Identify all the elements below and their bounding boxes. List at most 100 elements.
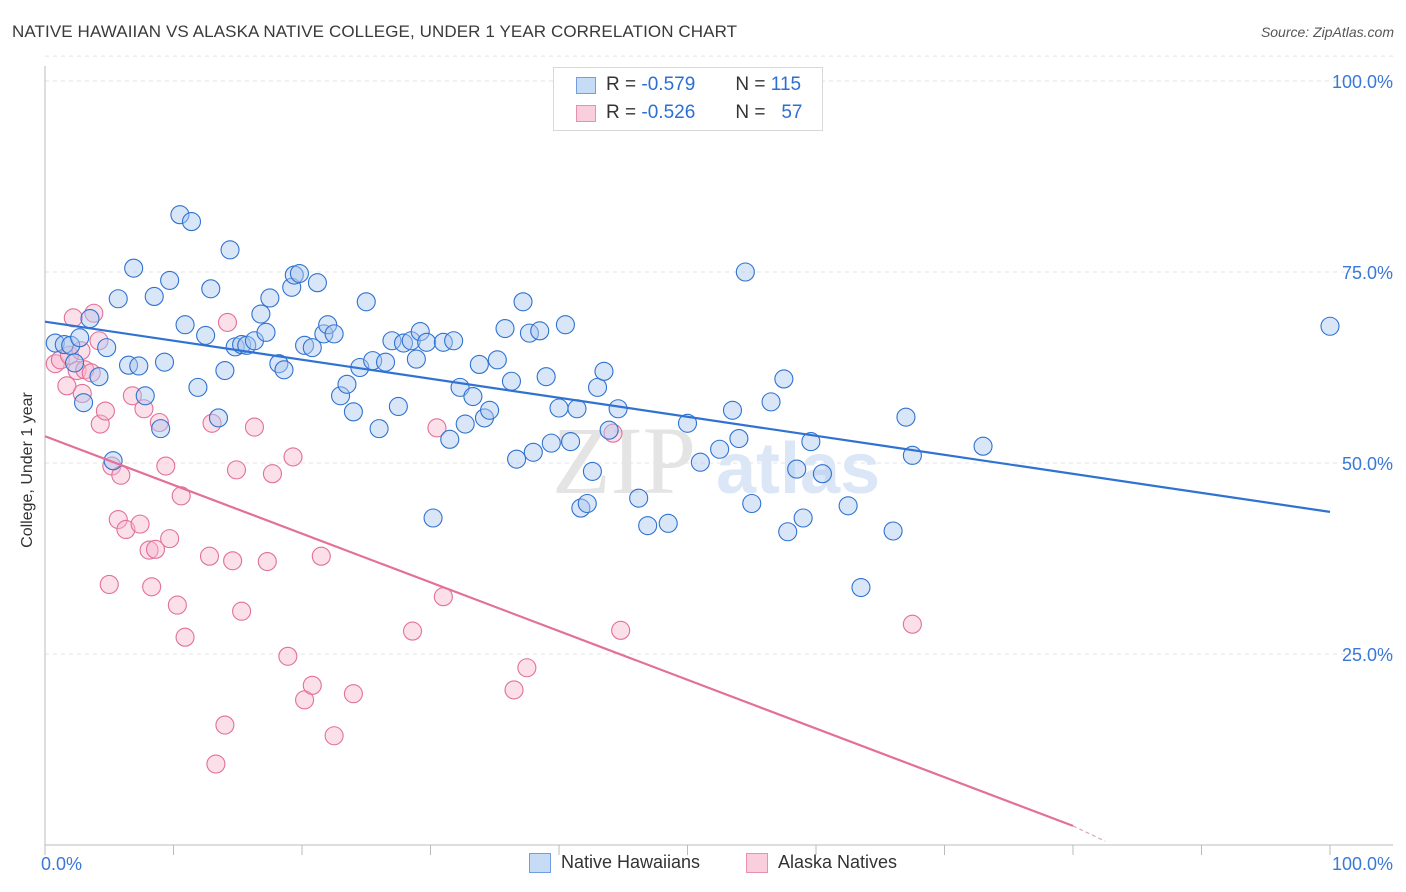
native-hawaiians-point bbox=[523, 442, 543, 462]
bottom-legend-native-hawaiians: Native Hawaiians bbox=[529, 852, 700, 873]
native-hawaiians-point bbox=[463, 386, 483, 407]
native-hawaiians-point bbox=[260, 288, 280, 308]
alaska-natives-point bbox=[156, 456, 176, 476]
native-hawaiians-point bbox=[118, 355, 139, 375]
native-hawaiians-point bbox=[337, 374, 357, 394]
native-hawaiians-point bbox=[594, 361, 614, 381]
legend-swatch-blue bbox=[576, 76, 596, 94]
alaska-natives-point bbox=[116, 519, 136, 540]
native-hawaiians-point bbox=[356, 292, 376, 312]
native-hawaiians-point bbox=[196, 325, 216, 345]
alaska-natives-points bbox=[45, 303, 922, 774]
trend-lines bbox=[44, 320, 1331, 842]
native-hawaiians-point bbox=[314, 324, 334, 344]
native-hawaiians-point bbox=[324, 324, 344, 344]
alaska-natives-point bbox=[167, 595, 187, 615]
native-hawaiians-point bbox=[181, 212, 202, 232]
alaska-natives-point bbox=[175, 627, 195, 647]
native-hawaiians-point bbox=[495, 318, 515, 339]
watermark-zip: ZIP bbox=[552, 407, 696, 514]
native-hawaiians-point bbox=[269, 354, 289, 374]
legend-n-value: 115 bbox=[770, 74, 802, 95]
native-hawaiians-point bbox=[690, 452, 710, 472]
x-tick-label: 100.0% bbox=[1332, 854, 1393, 874]
native-hawaiians-point bbox=[851, 577, 871, 598]
native-hawaiians-point bbox=[201, 279, 221, 299]
axes bbox=[44, 66, 1393, 855]
native-hawaiians-point bbox=[256, 322, 276, 342]
bottom-legend-label: Native Hawaiians bbox=[561, 852, 701, 872]
native-hawaiians-point bbox=[582, 461, 602, 481]
alaska-natives-point bbox=[343, 684, 363, 704]
native-hawaiians-point bbox=[742, 493, 762, 514]
watermark: ZIP atlas bbox=[552, 407, 880, 514]
alaska-natives-point bbox=[262, 464, 282, 484]
native-hawaiians-point bbox=[170, 205, 190, 225]
native-hawaiians-point bbox=[188, 377, 208, 397]
bottom-legend-swatch-blue bbox=[529, 852, 551, 873]
native-hawaiians-point bbox=[375, 352, 396, 372]
bottom-legend-label: Alaska Natives bbox=[778, 852, 898, 872]
alaska-natives-point bbox=[199, 546, 220, 566]
native-hawaiians-point bbox=[501, 371, 522, 391]
alaska-natives-point bbox=[402, 621, 423, 641]
chart-title: NATIVE HAWAIIAN VS ALASKA NATIVE COLLEGE… bbox=[12, 22, 738, 41]
native-hawaiians-point bbox=[151, 419, 171, 439]
alaska-natives-point bbox=[160, 529, 180, 549]
native-hawaiians-point bbox=[393, 333, 414, 353]
y-tick-label: 25.0% bbox=[1342, 645, 1393, 665]
legend-row-native-hawaiians: R = -0.579 N = 115 bbox=[576, 74, 801, 96]
alaska-natives-point bbox=[257, 552, 277, 572]
native-hawaiians-point bbox=[455, 414, 475, 434]
legend-r-label: R = bbox=[606, 74, 637, 95]
native-hawaiians-point bbox=[89, 367, 109, 387]
native-hawaiians-point bbox=[440, 429, 460, 449]
alaska-natives-point bbox=[504, 680, 524, 700]
bottom-legend-alaska-natives: Alaska Natives bbox=[746, 852, 897, 873]
alaska-natives-point bbox=[57, 376, 77, 396]
native-hawaiians-point bbox=[175, 315, 195, 335]
alaska-natives-point bbox=[226, 460, 247, 480]
native-hawaiians-point bbox=[295, 335, 315, 355]
legend-n-label: N = bbox=[735, 102, 766, 123]
native-hawaiians-point bbox=[729, 429, 749, 449]
native-hawaiians-point bbox=[793, 508, 813, 528]
native-hawaiians-points bbox=[45, 205, 1340, 598]
y-tick-label: 75.0% bbox=[1342, 263, 1393, 283]
alaska-natives-point bbox=[611, 620, 631, 640]
alaska-natives-point bbox=[902, 614, 922, 634]
tick-labels: 25.0% 50.0% 75.0% 100.0% 0.0% 100.0% bbox=[41, 72, 1393, 874]
legend-r-value: -0.526 bbox=[641, 102, 696, 123]
native-hawaiians-point bbox=[487, 350, 507, 370]
native-hawaiians-point bbox=[1320, 316, 1340, 336]
native-hawaiians-point bbox=[410, 322, 430, 342]
native-hawaiians-trend-line bbox=[44, 320, 1331, 513]
native-hawaiians-point bbox=[65, 353, 85, 373]
legend-n-label: N = bbox=[735, 74, 766, 95]
alaska-natives-point bbox=[283, 447, 303, 467]
alaska-natives-point bbox=[139, 540, 159, 560]
native-hawaiians-point bbox=[406, 349, 426, 369]
native-hawaiians-point bbox=[144, 286, 164, 306]
alaska-natives-point bbox=[84, 303, 104, 323]
native-hawaiians-point bbox=[302, 338, 322, 358]
native-hawaiians-point bbox=[883, 521, 903, 541]
native-hawaiians-point bbox=[896, 407, 916, 427]
y-tick-label: 50.0% bbox=[1342, 454, 1393, 474]
alaska-natives-point bbox=[145, 539, 166, 559]
native-hawaiians-point bbox=[973, 436, 993, 456]
native-hawaiians-point bbox=[778, 522, 798, 542]
native-hawaiians-point bbox=[549, 398, 569, 418]
native-hawaiians-point bbox=[274, 360, 294, 380]
native-hawaiians-point bbox=[369, 419, 389, 439]
native-hawaiians-point bbox=[388, 396, 408, 417]
native-hawaiians-point bbox=[307, 273, 327, 293]
native-hawaiians-point bbox=[423, 508, 443, 528]
alaska-natives-point bbox=[215, 715, 235, 735]
alaska-natives-point bbox=[244, 417, 265, 437]
native-hawaiians-point bbox=[541, 433, 561, 453]
native-hawaiians-point bbox=[710, 439, 730, 459]
alaska-natives-trend-extension bbox=[1072, 825, 1106, 842]
alaska-natives-point bbox=[517, 658, 537, 678]
native-hawaiians-point bbox=[444, 331, 464, 351]
